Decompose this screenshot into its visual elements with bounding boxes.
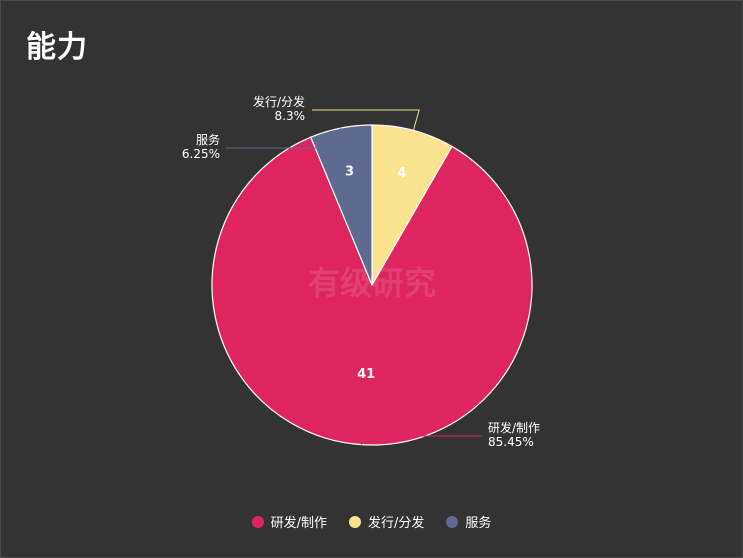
leader-line xyxy=(312,109,420,131)
leader-line xyxy=(359,435,482,445)
legend-label: 服务 xyxy=(465,516,492,531)
slice-value-label: 41 xyxy=(357,367,375,382)
slice-percent-label: 6.25% xyxy=(182,147,220,161)
legend-swatch xyxy=(251,515,264,528)
slice-percent-label: 85.45% xyxy=(488,435,534,449)
legend-swatch xyxy=(446,515,459,528)
legend-item[interactable]: 服务 xyxy=(446,512,491,531)
leader-line xyxy=(226,127,342,149)
legend-label: 研发/制作 xyxy=(270,516,327,531)
chart-title: 能力 xyxy=(26,30,88,65)
watermark: 有级研究 xyxy=(308,264,436,302)
slice-value-label: 4 xyxy=(397,166,406,181)
slice-percent-label: 8.3% xyxy=(275,109,306,123)
slice-value-label: 3 xyxy=(345,165,354,180)
legend-swatch xyxy=(348,515,361,528)
legend: 研发/制作 发行/分发 服务 xyxy=(0,512,743,531)
pie-slice xyxy=(309,124,373,286)
legend-item[interactable]: 发行/分发 xyxy=(348,512,425,531)
slice-name-label: 研发/制作 xyxy=(488,420,540,435)
legend-item[interactable]: 研发/制作 xyxy=(251,512,327,531)
slice-name-label: 服务 xyxy=(196,132,220,147)
slice-name-label: 发行/分发 xyxy=(253,94,305,109)
legend-label: 发行/分发 xyxy=(367,516,425,531)
